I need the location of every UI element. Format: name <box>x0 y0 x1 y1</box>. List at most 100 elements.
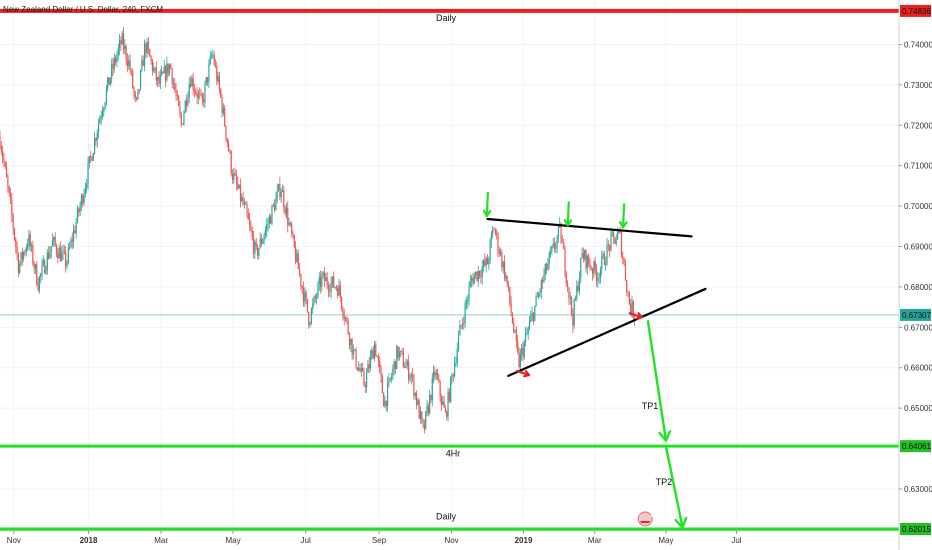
candle-body <box>459 325 461 336</box>
candle-body <box>41 264 43 274</box>
red-arrow-shaft <box>628 312 643 319</box>
candle-body <box>475 271 477 276</box>
price-axis[interactable]: 0.74000 0.73000 0.72000 0.71000 0.70000 0.690… <box>899 40 932 494</box>
candle-body <box>567 283 569 288</box>
candle-body <box>229 150 231 152</box>
candle-body <box>325 277 327 282</box>
candle-body <box>356 367 358 371</box>
candle-body <box>270 216 272 224</box>
candle-body <box>285 207 288 214</box>
candle-body <box>323 272 326 282</box>
candle-body <box>235 175 238 184</box>
candle-body <box>377 357 380 362</box>
candle-body <box>404 366 406 368</box>
candle-body <box>150 56 152 61</box>
candle-body <box>79 205 81 213</box>
candle-body <box>120 40 122 45</box>
candle-body <box>297 253 299 269</box>
candle-body <box>276 190 278 198</box>
candle-body <box>607 244 609 246</box>
candle-body <box>496 233 498 234</box>
candle-body <box>59 248 62 262</box>
annotation-label: Daily <box>436 511 457 521</box>
candle-body <box>155 67 157 81</box>
drawings[interactable] <box>482 191 707 529</box>
horizontal-levels[interactable]: 0.74836 0.64061 0.62015 0.67307 <box>0 4 931 535</box>
candle-body <box>494 230 496 234</box>
candle-body <box>249 219 251 225</box>
candle-body <box>291 224 293 234</box>
candle-body <box>53 237 55 240</box>
candle-body <box>63 250 65 252</box>
candle-body <box>352 349 355 355</box>
candle-body <box>576 285 578 299</box>
candle-body <box>44 260 46 274</box>
candle-body <box>184 100 186 114</box>
candle-body <box>536 296 538 298</box>
time-tick-label: Sep <box>372 536 387 545</box>
candle-body <box>329 290 331 292</box>
candle-body <box>599 268 602 278</box>
candle-body <box>138 89 140 90</box>
candle-body <box>243 203 245 205</box>
candle-body <box>431 377 433 401</box>
candle-body <box>443 401 445 408</box>
annotation-label: Daily <box>436 13 457 23</box>
candle-body <box>524 333 527 343</box>
candle-body <box>161 71 163 75</box>
candle-body <box>124 46 126 50</box>
candle-body <box>51 239 54 247</box>
candle-body <box>30 245 33 247</box>
candle-body <box>203 99 205 103</box>
candle-body <box>163 66 165 74</box>
candle-body <box>205 77 207 84</box>
candle-body <box>564 248 566 274</box>
candle-body <box>46 252 48 270</box>
candle-body <box>210 55 213 57</box>
candle-body <box>419 411 422 419</box>
event-badge-count: 2 <box>650 512 654 519</box>
candle-body <box>326 277 328 286</box>
candle-body <box>380 367 382 377</box>
candle-body <box>201 94 203 100</box>
candle-body <box>97 123 100 133</box>
candle-body <box>20 252 22 264</box>
candle-body <box>388 378 390 384</box>
green-arrow-shaft <box>485 191 489 218</box>
candle-body <box>379 361 381 368</box>
candle-body <box>359 368 361 372</box>
candle-body <box>339 285 341 298</box>
projection-arrow-shaft <box>664 445 684 529</box>
candle-body <box>90 156 92 157</box>
candle-body <box>400 350 402 352</box>
candle-body <box>76 208 79 223</box>
candle-body <box>29 234 31 247</box>
candle-body <box>387 383 389 406</box>
candle-body <box>103 108 105 113</box>
candle-body <box>341 297 343 309</box>
candle-body <box>300 273 302 287</box>
candle-body <box>141 60 143 71</box>
candle-body <box>34 264 37 269</box>
candle-body <box>414 393 416 396</box>
candle-body <box>83 194 85 204</box>
candle-body <box>32 245 34 264</box>
candle-body <box>195 91 197 94</box>
candle-body <box>363 371 365 385</box>
candle-body <box>107 77 109 89</box>
time-axis[interactable]: Nov 2018 Mar May Jul Sep Nov 2019 Mar May Jul <box>7 531 742 545</box>
candle-body <box>367 364 369 373</box>
candle-body <box>126 59 129 66</box>
candle-body <box>589 263 591 269</box>
candle-body <box>38 276 41 291</box>
candle-body <box>319 277 322 287</box>
candle-body <box>298 268 301 274</box>
candle-body <box>133 87 135 94</box>
candle-body <box>234 173 236 176</box>
candle-body <box>16 246 18 255</box>
candle-body <box>180 114 182 124</box>
candle-body <box>411 375 414 376</box>
candle-body <box>552 243 554 247</box>
annotation-label: 4Hr <box>446 449 461 459</box>
